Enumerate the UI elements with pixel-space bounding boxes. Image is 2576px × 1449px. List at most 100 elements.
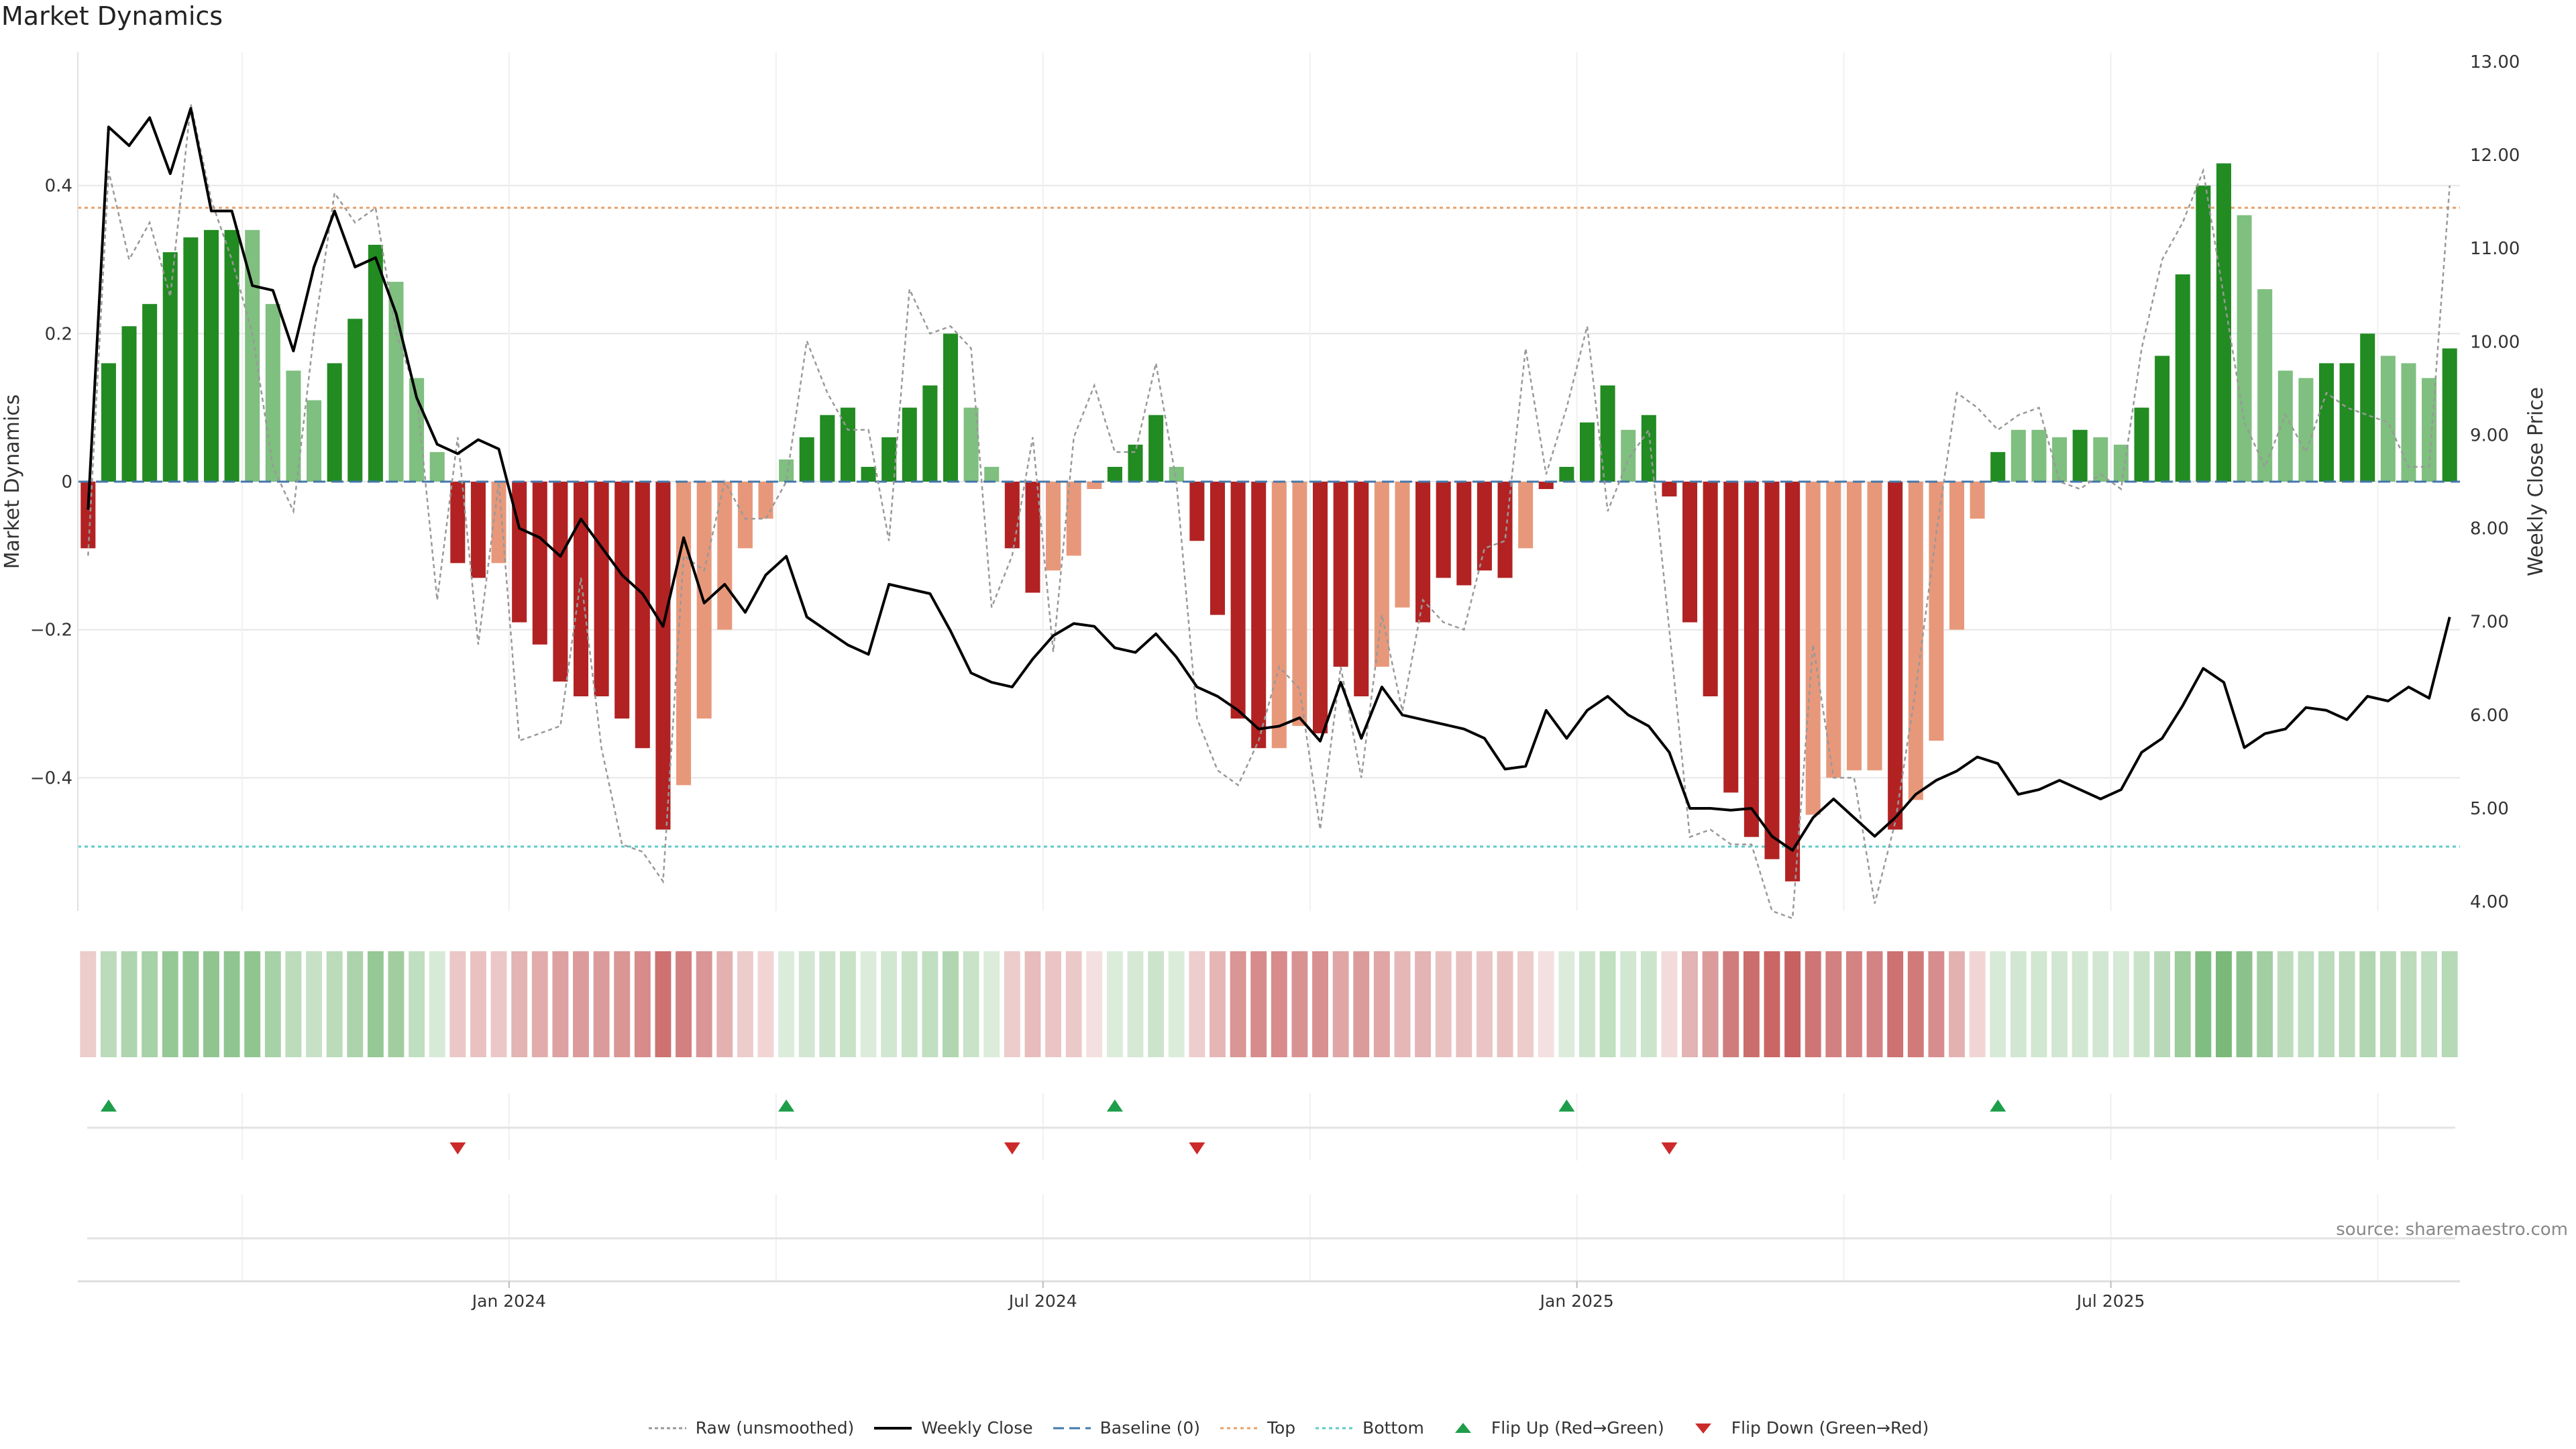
bar bbox=[162, 252, 178, 482]
strip-cell bbox=[2031, 951, 2047, 1057]
strip-cell bbox=[285, 951, 302, 1057]
strip-cell bbox=[1210, 951, 1226, 1057]
strip-cell bbox=[983, 951, 1000, 1057]
bar bbox=[1846, 482, 1862, 771]
strip-cell bbox=[1969, 951, 1986, 1057]
bar bbox=[1313, 482, 1328, 734]
strip-cell bbox=[1148, 951, 1165, 1057]
strip-cell bbox=[901, 951, 918, 1057]
flip-down-marker bbox=[449, 1142, 466, 1155]
bar bbox=[1004, 482, 1020, 549]
bar bbox=[121, 326, 137, 482]
lines-layer bbox=[87, 103, 2451, 920]
bar bbox=[142, 304, 158, 482]
flip_down-legend-icon bbox=[1695, 1423, 1711, 1434]
bar bbox=[2134, 407, 2149, 482]
bar bbox=[1970, 482, 1985, 519]
close-legend-icon bbox=[874, 1426, 912, 1430]
bar bbox=[1621, 429, 1636, 482]
bar bbox=[758, 482, 773, 519]
bar bbox=[902, 407, 917, 482]
bar bbox=[840, 407, 855, 482]
strip-cell bbox=[819, 951, 836, 1057]
bar bbox=[1949, 482, 1965, 630]
strip-cell bbox=[922, 951, 938, 1057]
strip-cell bbox=[1106, 951, 1123, 1057]
strip-cell bbox=[1353, 951, 1370, 1057]
bar bbox=[327, 363, 342, 482]
strip-cell bbox=[1846, 951, 1862, 1057]
bar bbox=[1785, 482, 1801, 881]
strip-cell bbox=[1312, 951, 1328, 1057]
source-label: source: sharemaestro.com bbox=[2336, 1220, 2568, 1240]
legend-item-raw: Raw (unsmoothed) bbox=[647, 1418, 855, 1438]
bar bbox=[1579, 422, 1595, 482]
bar bbox=[655, 482, 671, 830]
strip-cell bbox=[2400, 951, 2417, 1057]
bar bbox=[224, 229, 239, 482]
bar bbox=[1271, 482, 1287, 749]
strip-cell bbox=[1866, 951, 1883, 1057]
bar bbox=[2401, 363, 2416, 482]
bar bbox=[203, 229, 219, 482]
legend-label: Bottom bbox=[1362, 1418, 1424, 1438]
strip-cell bbox=[1497, 951, 1513, 1057]
y-tick-label: −0.2 bbox=[30, 621, 72, 641]
strip-cell bbox=[100, 951, 117, 1057]
bar bbox=[1292, 482, 1307, 727]
strip-cell bbox=[2195, 951, 2212, 1057]
flip-down-marker bbox=[1661, 1142, 1678, 1155]
strip-cell bbox=[676, 951, 692, 1057]
legend-label: Top bbox=[1267, 1418, 1296, 1438]
strip-cell bbox=[2092, 951, 2109, 1057]
bar bbox=[2257, 289, 2273, 482]
bar bbox=[1600, 385, 1615, 482]
x-axis: Jan 2024 Jul 2024 Jan 2025 Jul 2025 bbox=[78, 1280, 2460, 1311]
bar bbox=[245, 229, 260, 482]
strip-cell bbox=[737, 951, 753, 1057]
strip-cell bbox=[1907, 951, 1924, 1057]
bar bbox=[1395, 482, 1410, 608]
strip-cell bbox=[1990, 951, 2006, 1057]
legend-label: Raw (unsmoothed) bbox=[695, 1418, 855, 1438]
bar bbox=[2052, 437, 2068, 482]
x-tick-label: Jan 2025 bbox=[1539, 1291, 1614, 1311]
strip-cell bbox=[1456, 951, 1472, 1057]
strip-cell bbox=[716, 951, 733, 1057]
bar bbox=[2422, 378, 2437, 482]
strip-cell bbox=[1517, 951, 1534, 1057]
bar bbox=[1066, 482, 1081, 556]
bar bbox=[2155, 356, 2170, 482]
bar bbox=[450, 482, 466, 564]
bar bbox=[1990, 451, 2006, 482]
chart-title: Market Dynamics bbox=[1, 1, 223, 31]
y-tick-label: 0.2 bbox=[45, 324, 72, 344]
bar bbox=[2093, 437, 2108, 482]
bar bbox=[512, 482, 527, 623]
bar bbox=[1415, 482, 1431, 623]
strip-cell bbox=[1024, 951, 1041, 1057]
strip-cell bbox=[840, 951, 856, 1057]
strip-cell bbox=[757, 951, 774, 1057]
y2-tick-label: 10.00 bbox=[2470, 332, 2520, 352]
bar bbox=[1107, 466, 1122, 482]
market-dynamics-chart: −0.4 −0.2 0 0.2 0.4 4.00 5.00 6.00 7.00 8.00 9.00 1… bbox=[1, 52, 2548, 1311]
strip-cell bbox=[1332, 951, 1349, 1057]
bar bbox=[1087, 482, 1102, 490]
bar bbox=[1703, 482, 1718, 696]
bar bbox=[1559, 466, 1574, 482]
strip-cell bbox=[1538, 951, 1554, 1057]
strip-cell bbox=[798, 951, 815, 1057]
bars-layer bbox=[78, 163, 2460, 881]
strip-cell bbox=[2379, 951, 2396, 1057]
strip-cell bbox=[1640, 951, 1657, 1057]
legend-item-flip_down: Flip Down (Green→Red) bbox=[1683, 1418, 1929, 1438]
y2-tick-label: 7.00 bbox=[2470, 612, 2509, 633]
bar bbox=[1046, 482, 1061, 571]
strip-cell bbox=[2051, 951, 2068, 1057]
strip-cell bbox=[367, 951, 384, 1057]
axes-layer: −0.4 −0.2 0 0.2 0.4 4.00 5.00 6.00 7.00 8.00 9.00 1… bbox=[1, 52, 2548, 912]
strip-cell bbox=[470, 951, 486, 1057]
strip-cell bbox=[511, 951, 528, 1057]
strip-cell bbox=[449, 951, 466, 1057]
